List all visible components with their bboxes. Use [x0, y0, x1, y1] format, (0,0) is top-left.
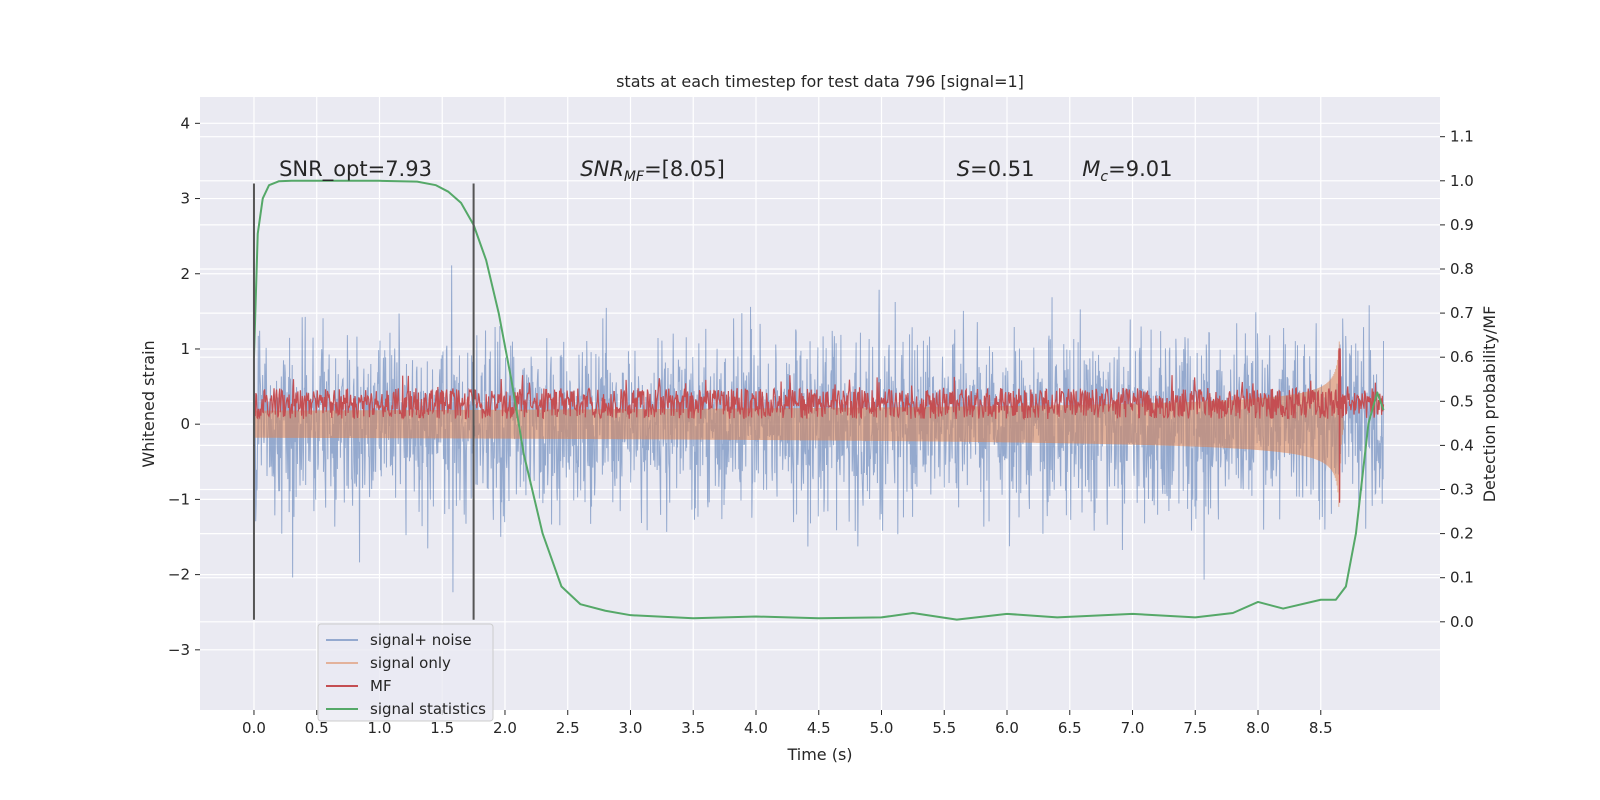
- y-axis-right: 0.0 0.1 0.2 0.3 0.4 0.5 0.6 0.7 0.8 0.9 1.0 1.1: [1440, 128, 1474, 631]
- annotation-0: SNR_opt=7.93: [279, 157, 432, 182]
- y2-tick-label: 0.5: [1450, 392, 1474, 410]
- series-layer: [252, 179, 1385, 621]
- y2-tick-label: 0.4: [1450, 436, 1474, 454]
- series-signal-statistics: [252, 179, 1385, 621]
- y-tick-label: 4: [180, 114, 190, 132]
- y-axis-label: Whitened strain: [139, 340, 158, 467]
- y2-tick-label: 1.0: [1450, 172, 1474, 190]
- x-tick-label: 8.0: [1246, 719, 1270, 737]
- x-tick-label: 6.0: [995, 719, 1019, 737]
- y2-tick-label: 0.2: [1450, 525, 1474, 543]
- y2-tick-label: 0.1: [1450, 569, 1474, 587]
- y2-tick-label: 1.1: [1450, 128, 1474, 146]
- x-tick-label: 0.5: [305, 719, 329, 737]
- legend-label-mf: MF: [370, 677, 392, 695]
- x-tick-label: 6.5: [1058, 719, 1082, 737]
- legend-label-signal-noise: signal+ noise: [370, 631, 472, 649]
- legend-box: [317, 623, 494, 722]
- x-tick-label: 3.5: [681, 719, 705, 737]
- x-tick-label: 7.5: [1183, 719, 1207, 737]
- series-signal-only: [253, 341, 1344, 507]
- vline-layer: [252, 183, 475, 620]
- annotations: SNR_opt=7.93 SNRMF=[8.05] S=0.51 Mc=9.01: [279, 157, 1172, 185]
- y2-tick-label: 0.0: [1450, 613, 1474, 631]
- y2-tick-label: 0.9: [1450, 216, 1474, 234]
- y-tick-label: 0: [180, 415, 190, 433]
- legend-label-signal-only: signal only: [370, 654, 451, 672]
- legend: signal+ noise signal only MF signal stat…: [317, 623, 494, 722]
- x-tick-label: 7.0: [1121, 719, 1145, 737]
- annotation-1: SNRMF=[8.05]: [580, 157, 725, 185]
- x-tick-label: 3.0: [619, 719, 643, 737]
- x-tick-label: 1.5: [430, 719, 454, 737]
- x-tick-label: 2.5: [556, 719, 580, 737]
- y2-tick-label: 0.6: [1450, 348, 1474, 366]
- annotation-3: Mc=9.01: [1082, 157, 1172, 185]
- y-tick-label: −2: [168, 566, 190, 584]
- y-axis-left: −3 −2 −1 0 1 2 3 4: [168, 114, 200, 659]
- x-tick-label: 4.5: [807, 719, 831, 737]
- x-tick-label: 5.5: [932, 719, 956, 737]
- legend-label-signal-statistics: signal statistics: [370, 700, 486, 718]
- series-mf: [253, 348, 1385, 503]
- x-tick-label: 0.0: [242, 719, 266, 737]
- y-tick-label: 2: [180, 265, 190, 283]
- x-tick-label: 1.0: [368, 719, 392, 737]
- x-axis: 0.0 0.5 1.0 1.5 2.0 2.5 3.0 3.5 4.0 4.5 5.0 5.5 6.0 6…: [242, 710, 1333, 737]
- chart-title: stats at each timestep for test data 796…: [616, 72, 1024, 91]
- x-tick-label: 8.5: [1309, 719, 1333, 737]
- x-axis-label: Time (s): [786, 745, 852, 764]
- x-tick-label: 2.0: [493, 719, 517, 737]
- y2-tick-label: 0.7: [1450, 304, 1474, 322]
- y2-tick-label: 0.3: [1450, 480, 1474, 498]
- y2-tick-label: 0.8: [1450, 260, 1474, 278]
- x-tick-label: 5.0: [870, 719, 894, 737]
- y-tick-label: −3: [168, 641, 190, 659]
- y-tick-label: −1: [168, 490, 190, 508]
- y2-axis-label: Detection probability/MF: [1480, 306, 1499, 503]
- y-tick-label: 3: [180, 190, 190, 208]
- x-tick-label: 4.0: [744, 719, 768, 737]
- y-tick-label: 1: [180, 340, 190, 358]
- annotation-2: S=0.51: [957, 157, 1035, 181]
